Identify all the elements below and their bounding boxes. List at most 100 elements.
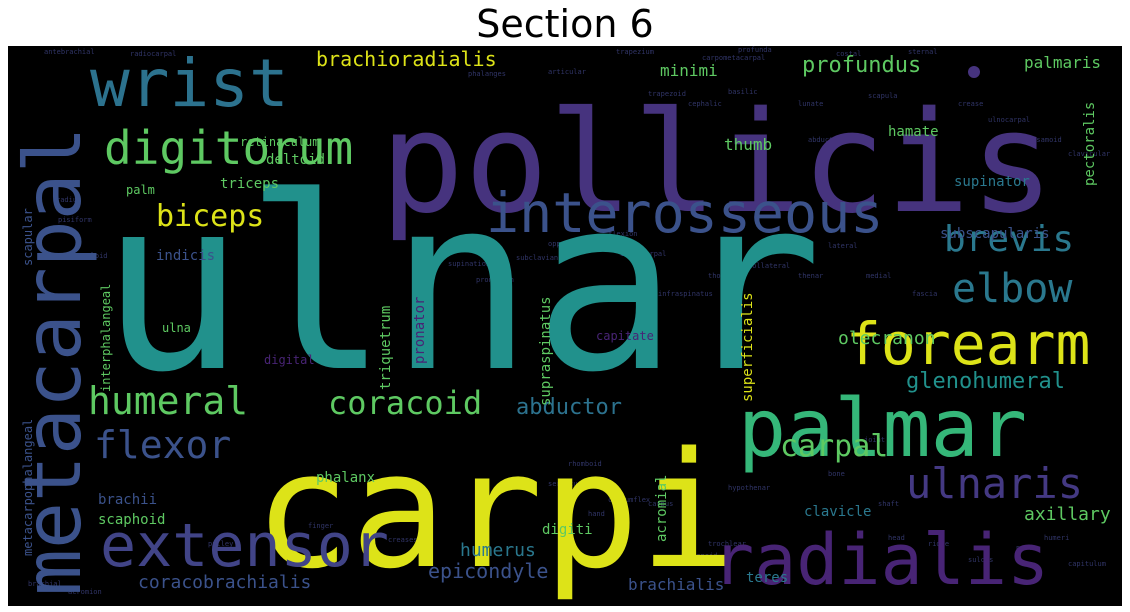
small-word: antebrachial <box>44 48 95 56</box>
word-glenohumeral: glenohumeral <box>906 369 1065 394</box>
word-teres: teres <box>746 570 788 586</box>
page-title: Section 6 <box>476 2 654 46</box>
small-word: lunate <box>798 100 823 108</box>
word-hamate: hamate <box>888 124 939 140</box>
small-word: sesamoid <box>1028 136 1062 144</box>
word-cloud-canvas: antebrachial radiocarpal phalanges articula… <box>8 46 1122 606</box>
small-word: subclavian <box>516 254 558 262</box>
small-word: trochlear <box>708 540 746 548</box>
word-digitorum: digitorum <box>104 121 353 175</box>
small-word: sternal <box>908 48 938 56</box>
small-word: supination <box>448 260 490 268</box>
small-word: lateral <box>828 242 858 250</box>
small-word: cephalic <box>688 100 722 108</box>
small-word: costal <box>836 50 861 58</box>
small-word: hypothenar <box>728 484 770 492</box>
small-word: carpometacarpal <box>702 54 765 62</box>
word-brachii: brachii <box>98 492 157 508</box>
word-metacarpal: metacarpal <box>9 126 99 596</box>
word-humeral: humeral <box>88 379 248 423</box>
small-word: ridge <box>928 540 949 548</box>
word-indicis: indicis <box>156 248 215 264</box>
small-word: circumflex <box>608 496 650 504</box>
word-digital: digital <box>264 353 315 367</box>
word-deltoid: deltoid <box>266 152 325 168</box>
word-supinator: supinator <box>954 174 1030 190</box>
word-forearm: forearm <box>846 310 1090 378</box>
small-word: shaft <box>878 500 899 508</box>
word-wrist: wrist <box>90 46 289 122</box>
word-epicondyle: epicondyle <box>428 559 548 583</box>
word-pronator: pronator <box>412 297 428 364</box>
small-word: carpus <box>648 500 673 508</box>
word-pollicis: pollicis <box>380 82 1054 245</box>
word-ulnar: ulnar <box>100 145 822 425</box>
small-word: head <box>888 534 905 542</box>
word-elbow: elbow <box>952 266 1073 312</box>
small-word: radiocarpal <box>130 50 176 58</box>
word-humerus: humerus <box>460 540 536 561</box>
small-word: scapula <box>868 92 898 100</box>
word-phalanx: phalanx <box>316 470 375 486</box>
small-word: collateral <box>748 262 790 270</box>
small-word: thoracic <box>708 272 742 280</box>
word-triquetrum: triquetrum <box>378 306 394 390</box>
small-word: pronation <box>476 276 514 284</box>
small-word: tunnel <box>448 240 473 248</box>
small-word: pulley <box>208 540 233 548</box>
small-word: thenar <box>798 272 823 280</box>
small-word: clavicular <box>1068 150 1110 158</box>
small-word: phalanges <box>468 70 506 78</box>
word-axillary: axillary <box>1024 504 1111 525</box>
word-ulna: ulna <box>162 321 191 335</box>
small-word: capitulum <box>1068 560 1106 568</box>
word-palm: palm <box>126 183 155 197</box>
small-word: medial <box>866 272 891 280</box>
word-carpi: carpi <box>254 417 736 604</box>
small-word: brachial <box>28 580 62 588</box>
small-word: trapezium <box>616 48 654 56</box>
word-minimi: minimi <box>660 61 718 80</box>
small-word: hand <box>588 510 605 518</box>
word-digiti: digiti <box>542 522 593 538</box>
word-cloud: antebrachial radiocarpal phalanges articula… <box>8 46 1122 606</box>
small-word: bone <box>828 470 845 478</box>
small-word: trapezoid <box>648 90 686 98</box>
word-radialis: radialis <box>712 519 1049 601</box>
word-biceps: biceps <box>156 199 264 234</box>
small-word: articular <box>548 68 586 76</box>
small-word: rhomboid <box>568 460 602 468</box>
small-word: nerve <box>1016 544 1037 552</box>
dot-mark <box>968 66 980 78</box>
word-coracoid: coracoid <box>328 384 482 422</box>
word-acromial: acromial <box>654 475 670 542</box>
word-brachioradialis: brachioradialis <box>316 47 497 71</box>
word-palmaris: palmaris <box>1024 53 1101 72</box>
word-subscapularis: subscapularis <box>940 226 1050 242</box>
word-superficialis: superficialis <box>740 292 756 402</box>
word-scaphoid: scaphoid <box>98 512 165 528</box>
word-thumb: thumb <box>724 135 772 154</box>
small-word: glenoid <box>688 552 718 560</box>
small-word: humeri <box>1044 534 1069 542</box>
small-word: styloid <box>78 252 108 260</box>
small-word: basilic <box>728 88 758 96</box>
small-word: infraspinatus <box>658 290 713 298</box>
word-ulnaris: ulnaris <box>906 459 1083 508</box>
word-extensor: extensor <box>100 511 389 581</box>
word-pectoralis: pectoralis <box>1082 102 1098 186</box>
word-brevis: brevis <box>944 219 1074 260</box>
small-word: flexion <box>608 230 638 238</box>
word-metacarpophalangeal: metacarpophalangeal <box>21 419 35 556</box>
word-interphalangeal: interphalangeal <box>99 284 113 392</box>
word-abductor: abductor <box>516 395 622 420</box>
small-word: intercarpal <box>620 250 666 258</box>
small-word: radius <box>56 196 81 204</box>
word-carpal: carpal <box>780 429 888 464</box>
small-word: abduction <box>808 136 846 144</box>
word-scapular: scapular <box>21 208 35 266</box>
word-olecranon: olecranon <box>838 328 936 349</box>
word-interosseous: interosseous <box>486 181 883 245</box>
small-word: profunda <box>738 46 772 54</box>
word-coracobrachialis: coracobrachialis <box>138 572 311 593</box>
